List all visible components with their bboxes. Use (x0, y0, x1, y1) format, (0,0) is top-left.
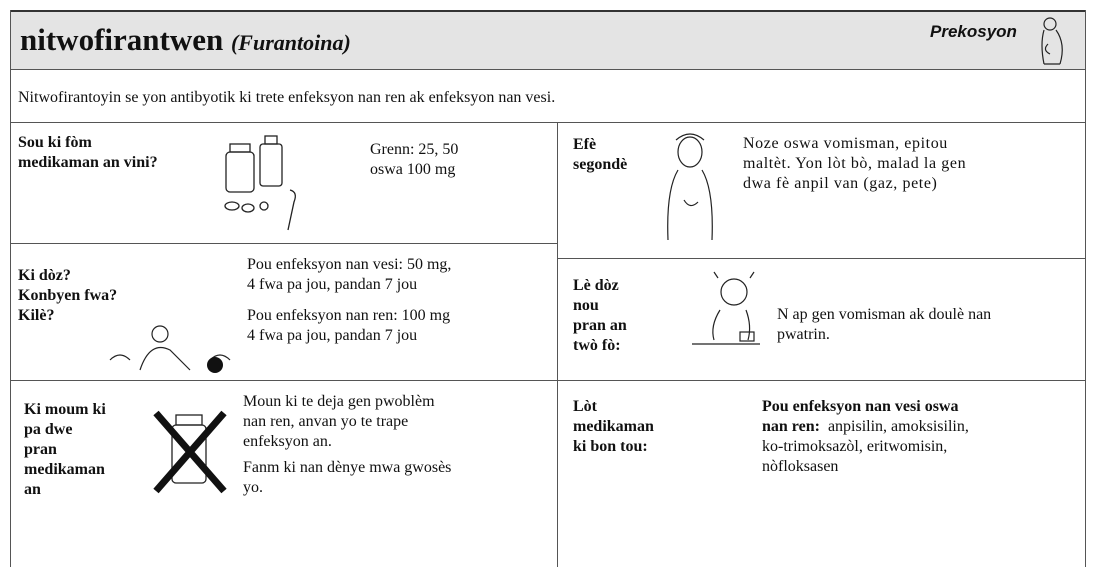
alternatives-line: anpisilin, amoksisilin, (827, 418, 969, 435)
avoid-label: Ki moum ki pa dwe pran medikaman an (24, 400, 106, 500)
text-line: Lòt (573, 398, 597, 415)
text-line: Grenn: 25, 50 (370, 141, 459, 158)
text-line: oswa 100 mg (370, 161, 456, 178)
text-line: maltèt. Yon lòt bò, malad la gen (743, 155, 967, 172)
alternatives-text: Pou enfeksyon nan vesi oswa nan ren: anp… (762, 397, 1082, 477)
form-text: Grenn: 25, 50 oswa 100 mg (370, 140, 458, 180)
sun-hand-icon (109, 325, 231, 373)
alternatives-line: nòfloksasen (762, 458, 839, 475)
text-line: Moun ki te deja gen pwoblèm (243, 393, 435, 410)
text-line: Noze oswa vomisman, epitou (743, 135, 948, 152)
text-line: Ki dòz? (18, 267, 71, 284)
text-line: Kilè? (18, 307, 55, 324)
overdose-label: Lè dòz nou pran an twò fò: (573, 276, 627, 356)
header-band (10, 10, 1085, 70)
text-line: Pou enfeksyon nan ren: 100 mg (247, 307, 451, 324)
text-line: an (24, 481, 41, 498)
alternatives-line: ko-trimoksazòl, eritwomisin, (762, 438, 948, 455)
overdose-text: N ap gen vomisman ak doulè nan pwatrin. (777, 305, 991, 345)
woman-icon (667, 133, 713, 241)
dose-p2: Pou enfeksyon nan ren: 100 mg 4 fwa pa jo… (247, 306, 450, 346)
text-line: pa dwe (24, 421, 73, 438)
dose-p1: Pou enfeksyon nan vesi: 50 mg, 4 fwa pa j… (247, 255, 451, 295)
text-line: Sou ki fòm (18, 134, 92, 151)
text-line: Fanm ki nan dènye mwa gwosès (243, 459, 452, 476)
title-sub: (Furantoina) (230, 30, 351, 55)
frame-right (1085, 10, 1086, 567)
text-line: segondè (573, 156, 628, 173)
text-line: Lè dòz (573, 277, 619, 294)
avoid-p1: Moun ki te deja gen pwoblèm nan ren, anva… (243, 392, 435, 452)
text-line: pran an (573, 317, 627, 334)
text-line: N ap gen vomisman ak doulè nan (777, 306, 992, 323)
text-line: Konbyen fwa? (18, 287, 118, 304)
alternatives-lead: nan ren: (762, 418, 820, 435)
text-line: yo. (243, 479, 263, 496)
text-line: 4 fwa pa jou, pandan 7 jou (247, 327, 418, 344)
divider (557, 380, 1085, 381)
alternatives-lead: Pou enfeksyon nan vesi oswa (762, 398, 959, 415)
avoid-p2: Fanm ki nan dènye mwa gwosès yo. (243, 458, 451, 498)
side-effects-label: Efè segondè (573, 135, 627, 175)
title-main: nitwofirantwen (20, 22, 224, 57)
badge: Prekosyon (930, 22, 1017, 41)
text-line: Pou enfeksyon nan vesi: 50 mg, (247, 256, 452, 273)
divider (557, 122, 558, 567)
frame-left (10, 10, 11, 567)
divider (557, 258, 1085, 259)
sick-man-icon (692, 271, 760, 345)
form-label: Sou ki fòm medikaman an vini? (18, 133, 158, 173)
text-line: medikaman (573, 418, 654, 435)
alternatives-label: Lòt medikaman ki bon tou: (573, 397, 654, 457)
text-line: ki bon tou: (573, 438, 648, 455)
pregnant-icon (1041, 17, 1063, 65)
text-line: medikaman an vini? (18, 154, 158, 171)
text-line: Efè (573, 136, 597, 153)
text-line: nou (573, 297, 599, 314)
text-line: enfeksyon an. (243, 433, 332, 450)
divider (10, 380, 557, 381)
side-effects-text: Noze oswa vomisman, epitou maltèt. Yon lò… (743, 134, 966, 194)
divider (10, 122, 1085, 123)
text-line: medikaman (24, 461, 105, 478)
text-line: twò fò: (573, 337, 621, 354)
text-line: dwa fè anpil van (gaz, pete) (743, 175, 938, 192)
text-line: Ki moum ki (24, 401, 106, 418)
title: nitwofirantwen (Furantoina) (20, 22, 351, 58)
dose-label: Ki dòz? Konbyen fwa? Kilè? (18, 266, 117, 326)
text-line: pran (24, 441, 57, 458)
divider (10, 243, 557, 244)
no-medicine-icon (153, 410, 227, 494)
text-line: nan ren, anvan yo te trape (243, 413, 409, 430)
text-line: 4 fwa pa jou, pandan 7 jou (247, 276, 418, 293)
text-line: pwatrin. (777, 326, 830, 343)
pills-icon (224, 135, 296, 231)
intro: Nitwofirantoyin se yon antibyotik ki tre… (18, 89, 556, 106)
